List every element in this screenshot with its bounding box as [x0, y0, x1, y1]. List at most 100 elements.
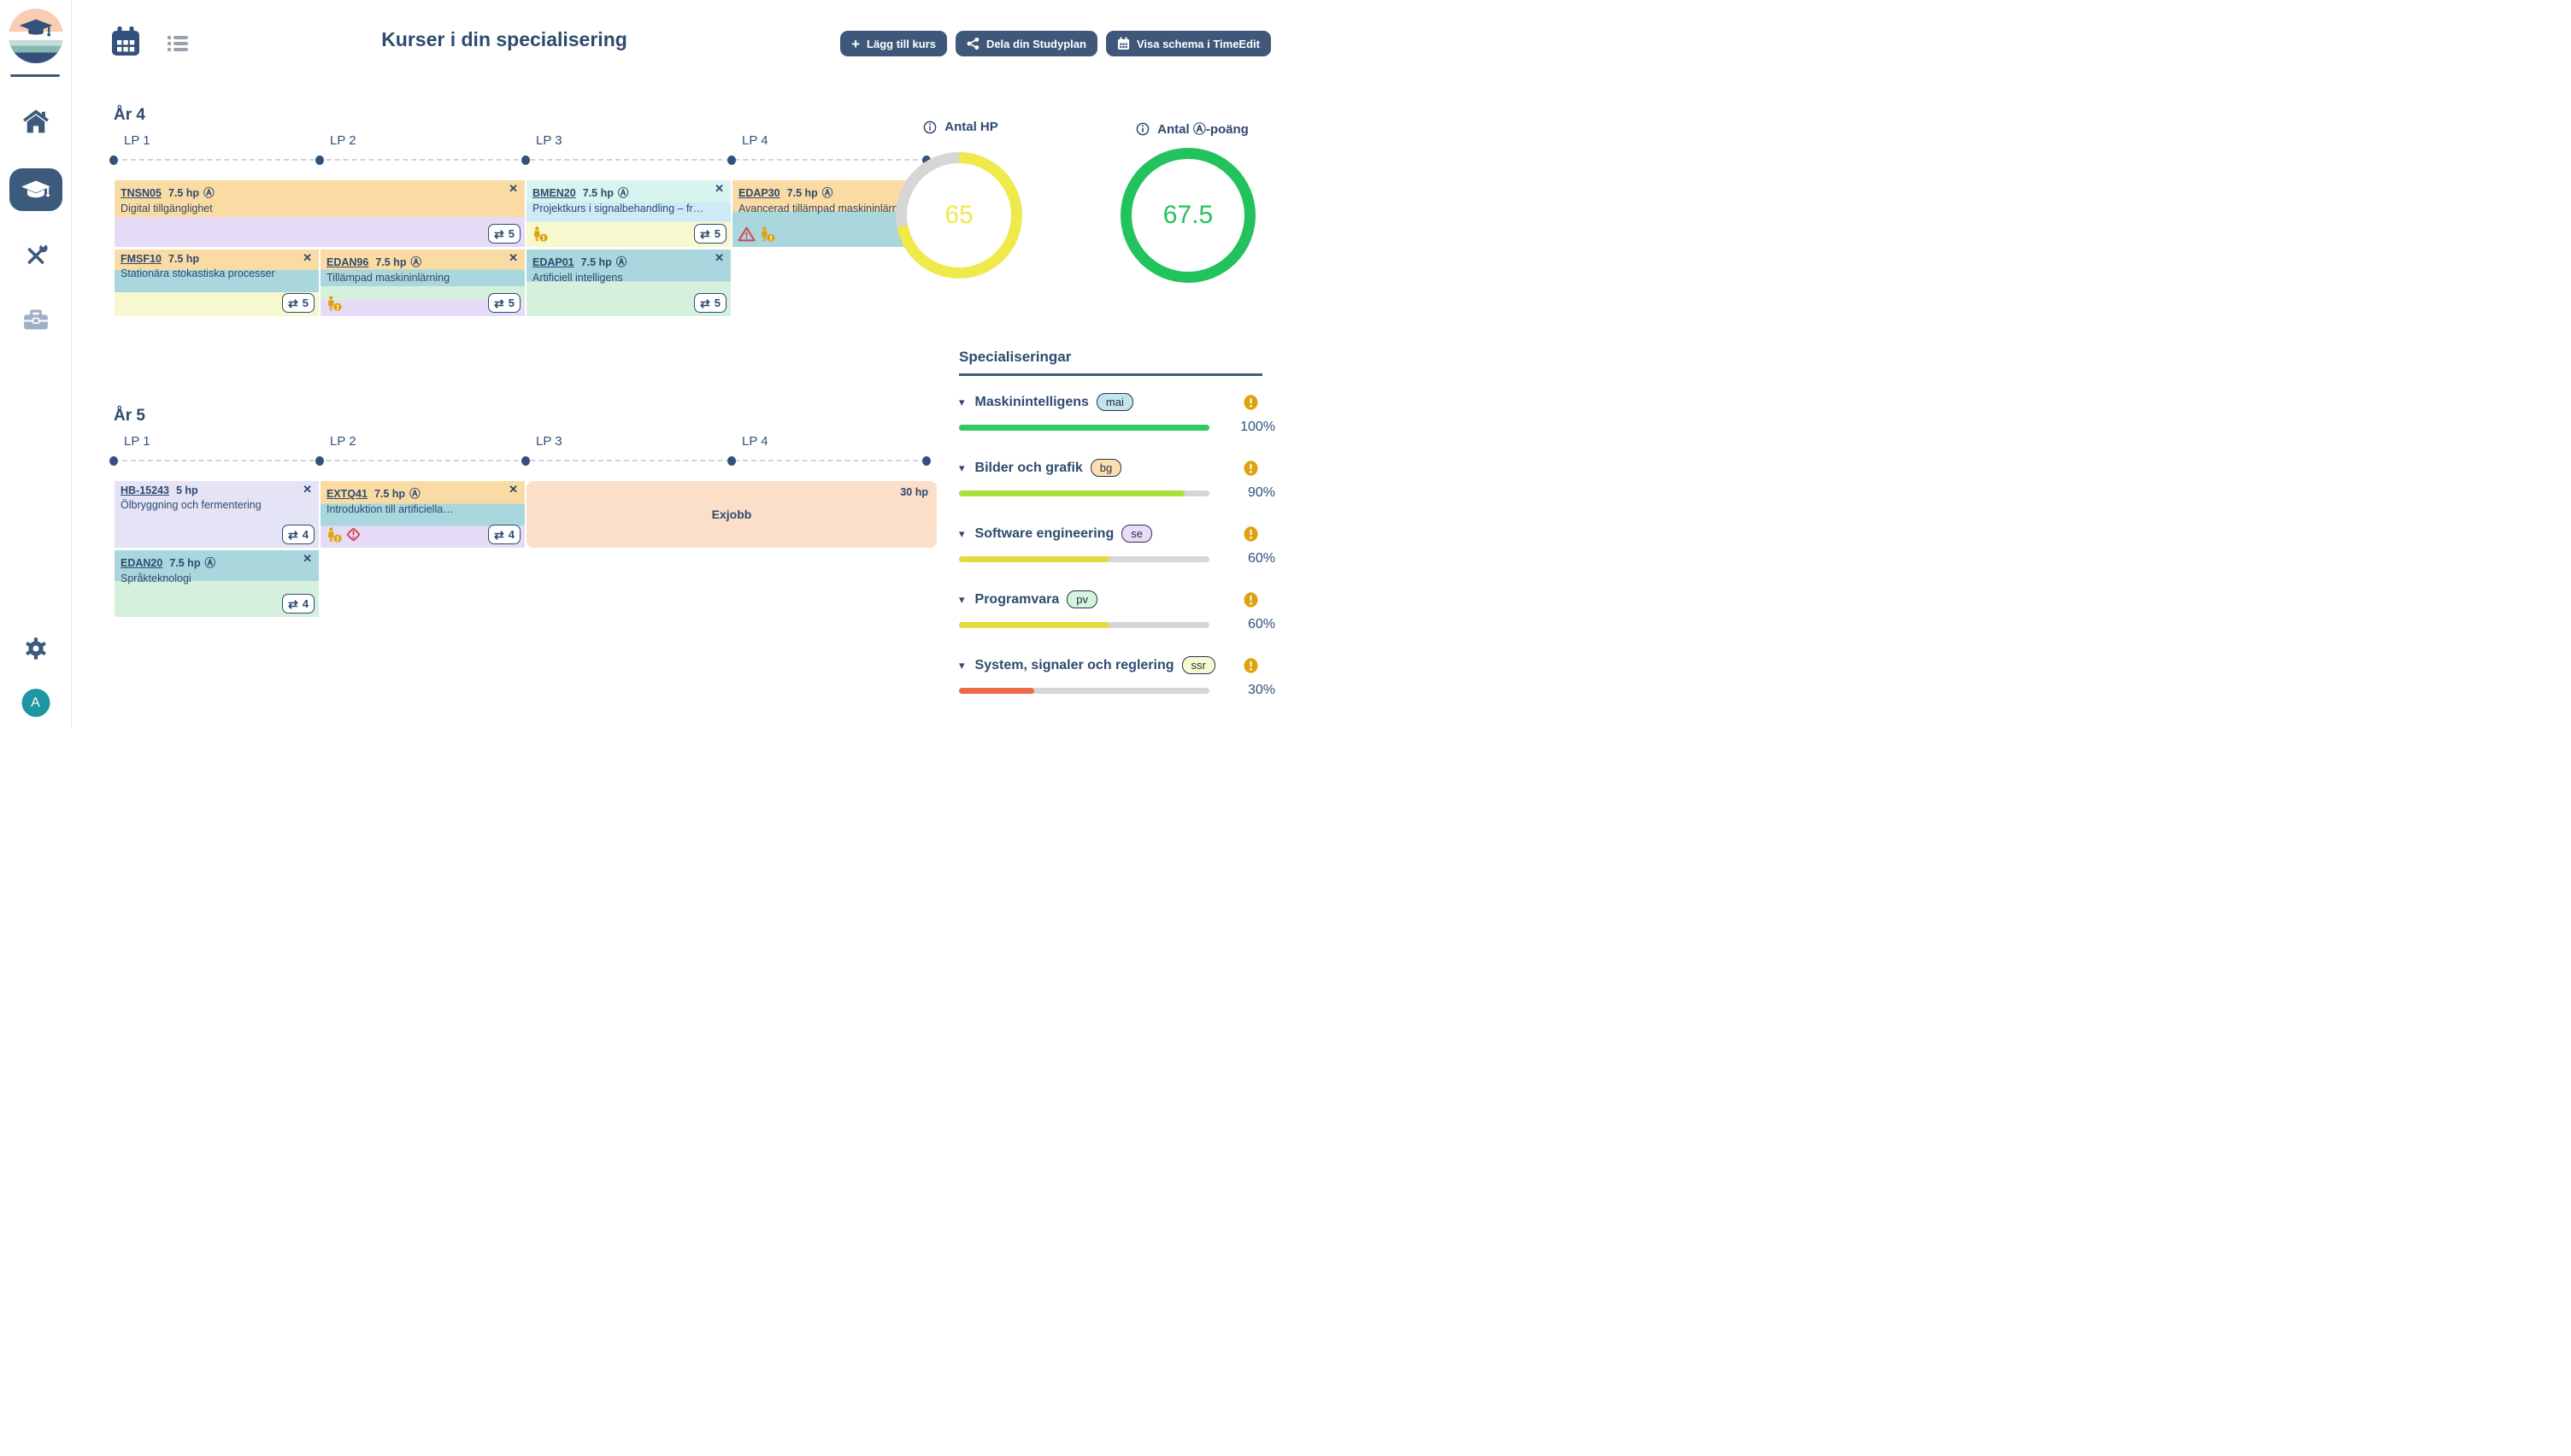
info-icon[interactable]: [1136, 122, 1150, 136]
swap-period-badge[interactable]: ⇄5: [282, 293, 315, 313]
course-footer: ⇄5: [326, 293, 521, 313]
spec-name: Maskinintelligens: [974, 394, 1089, 409]
spec-item-row[interactable]: ▾ Programvara pv: [959, 590, 1258, 608]
close-icon[interactable]: ✕: [509, 483, 518, 496]
hp-stat-label: Antal HP: [944, 120, 998, 134]
swap-period-badge[interactable]: ⇄ 4: [488, 525, 521, 544]
share-icon: [967, 37, 980, 50]
course-name: Stationära stokastiska processer: [121, 267, 275, 279]
swap-period-badge[interactable]: ⇄5: [488, 293, 521, 313]
hp-stat-title: Antal HP: [888, 120, 1033, 134]
sidebar-item-profile[interactable]: A: [21, 689, 50, 717]
close-icon[interactable]: ✕: [715, 182, 724, 195]
close-icon[interactable]: ✕: [303, 251, 312, 264]
spec-warning-icon: [1244, 591, 1258, 608]
spec-percent-label: 30%: [1247, 683, 1275, 697]
calendar-icon: [112, 26, 139, 56]
period-label: LP 3: [536, 434, 562, 449]
spec-tag-badge: ssr: [1181, 656, 1215, 674]
share-studyplan-button[interactable]: Dela din Studyplan: [955, 31, 1097, 56]
calendar-view-toggle[interactable]: [110, 26, 141, 62]
spec-item-row[interactable]: ▾ Software engineering se: [959, 525, 1258, 543]
timeline-dot: [315, 456, 324, 466]
spec-tag-badge: bg: [1090, 459, 1122, 477]
course-card[interactable]: TNSN05 7.5 hp Ⓐ ✕ Digital tillgänglighet ⇄ 5: [115, 180, 525, 247]
course-header: EDAN96 7.5 hp Ⓐ: [321, 250, 525, 269]
chevron-down-icon[interactable]: ▾: [959, 526, 965, 540]
swap-period-badge[interactable]: ⇄5: [488, 224, 521, 244]
course-card[interactable]: EDAN96 7.5 hp Ⓐ ✕ Tillämpad maskininlärning ⇄…: [321, 250, 525, 316]
sidebar-item-portfolio[interactable]: [23, 308, 49, 331]
period-label: LP 1: [124, 434, 150, 449]
timeline-dot: [109, 156, 118, 165]
close-icon[interactable]: ✕: [509, 251, 518, 264]
course-code-link[interactable]: TNSN05: [121, 187, 162, 199]
sidebar-item-studyplan-active[interactable]: [9, 168, 62, 211]
advanced-level-badge: Ⓐ: [203, 187, 215, 199]
chevron-down-icon[interactable]: ▾: [959, 461, 965, 474]
swap-arrows-icon: ⇄: [288, 596, 298, 611]
course-code-link[interactable]: EDAP01: [532, 256, 574, 268]
timeedit-schedule-button[interactable]: Visa schema i TimeEdit: [1105, 31, 1271, 56]
timeedit-schedule-label: Visa schema i TimeEdit: [1136, 37, 1260, 50]
info-icon[interactable]: [923, 120, 937, 134]
spec-warning-icon: [1244, 525, 1258, 542]
spec-item-row[interactable]: ▾ System, signaler och reglering ssr: [959, 656, 1258, 674]
header-actions: + Lägg till kurs Dela din Studyplan: [840, 31, 1271, 56]
period-label: LP 4: [742, 434, 768, 449]
course-card[interactable]: BMEN20 7.5 hp Ⓐ ✕ Projektkurs i signalbehand…: [527, 180, 731, 247]
sidebar-item-settings[interactable]: [24, 637, 48, 660]
advanced-level-badge: Ⓐ: [410, 256, 421, 268]
close-icon[interactable]: ✕: [715, 251, 724, 264]
course-code-link[interactable]: FMSF10: [121, 253, 162, 265]
chevron-down-icon[interactable]: ▾: [959, 658, 965, 672]
course-card[interactable]: FMSF10 7.5 hp ✕ Stationära stokastiska proc…: [115, 250, 319, 316]
spec-percent-label: 90%: [1247, 485, 1275, 500]
course-card[interactable]: EDAN20 7.5 hp Ⓐ ✕ Språkteknologi ⇄ 4: [115, 550, 319, 617]
sidebar-item-home[interactable]: [22, 109, 50, 134]
course-name: Tillämpad maskininlärning: [327, 272, 450, 284]
course-code-link[interactable]: BMEN20: [532, 187, 576, 199]
course-code-link[interactable]: HB-15243: [121, 484, 169, 496]
swap-period-badge[interactable]: ⇄5: [694, 224, 727, 244]
course-code-link[interactable]: EDAP30: [738, 187, 780, 199]
app-logo: [8, 9, 63, 63]
course-code-link[interactable]: EDAN96: [327, 256, 369, 268]
course-credits: 7.5 hp: [168, 187, 200, 199]
specializations-divider: [959, 373, 1262, 376]
sidebar-item-tools[interactable]: [22, 243, 49, 269]
course-code-link[interactable]: EDAN20: [121, 557, 163, 569]
incomplete-warning-icon: [1244, 525, 1258, 542]
course-card[interactable]: EDAP01 7.5 hp Ⓐ ✕ Artificiell intelligens ⇄ 5: [527, 250, 731, 316]
close-icon[interactable]: ✕: [303, 552, 312, 565]
course-credits: 7.5 hp: [168, 253, 200, 265]
chevron-down-icon[interactable]: ▾: [959, 395, 965, 408]
swap-period-badge[interactable]: ⇄5: [694, 293, 727, 313]
add-course-button[interactable]: + Lägg till kurs: [840, 31, 947, 56]
course-card[interactable]: EXTQ41 7.5 hp Ⓐ ✕ Introduktion till artifici…: [321, 481, 525, 548]
home-icon: [22, 109, 49, 133]
swap-arrows-icon: ⇄: [700, 296, 710, 310]
course-card[interactable]: HB-15243 5 hp ✕ Ölbryggning och fermenterin…: [115, 481, 319, 548]
incomplete-warning-icon: [1244, 394, 1258, 410]
spec-warning-icon: [1244, 460, 1258, 476]
plus-icon: +: [851, 35, 861, 52]
list-view-toggle[interactable]: [168, 35, 188, 56]
calendar-small-icon: [1117, 37, 1130, 50]
exjobb-block[interactable]: 30 hp Exjobb: [527, 481, 937, 548]
hp-progress-ring: 65: [896, 152, 1022, 279]
course-code-link[interactable]: EXTQ41: [327, 488, 368, 500]
advanced-level-badge: Ⓐ: [409, 488, 421, 500]
spec-item-row[interactable]: ▾ Maskinintelligens mai: [959, 393, 1258, 411]
close-icon[interactable]: ✕: [509, 182, 518, 195]
course-footer: ⇄5: [532, 224, 727, 244]
spec-item-row[interactable]: ▾ Bilder och grafik bg: [959, 459, 1258, 477]
course-footer: ⇄5: [120, 293, 315, 313]
close-icon[interactable]: ✕: [303, 483, 312, 496]
incomplete-warning-icon: [1244, 591, 1258, 608]
avatar: A: [21, 689, 50, 717]
chevron-down-icon[interactable]: ▾: [959, 592, 965, 606]
swap-period-badge[interactable]: ⇄ 4: [282, 594, 315, 614]
swap-period-badge[interactable]: ⇄ 4: [282, 525, 315, 544]
spec-name: Software engineering: [974, 525, 1115, 541]
